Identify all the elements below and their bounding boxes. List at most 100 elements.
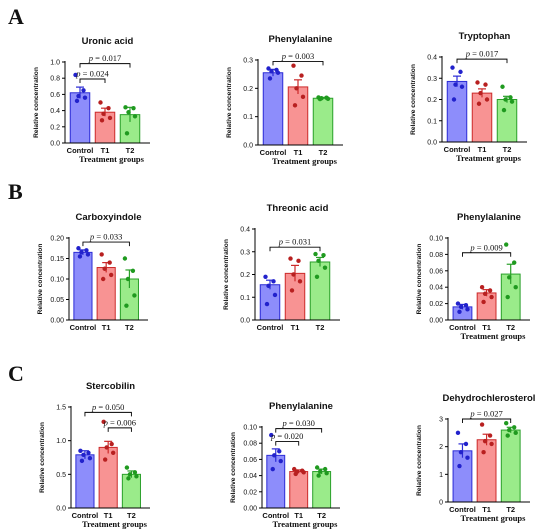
data-point-t2 xyxy=(316,258,321,264)
y-tick-label: 0.02 xyxy=(243,489,257,496)
p-value-label: p = 0.033 xyxy=(89,232,122,242)
p-value-label: p = 0.050 xyxy=(91,402,124,412)
data-point-t1 xyxy=(292,103,298,108)
y-tick-label: 0.10 xyxy=(243,425,257,432)
x-tick-label: T2 xyxy=(506,505,515,514)
p-value: = 0.024 xyxy=(81,69,110,79)
panel-letter-b: B xyxy=(8,179,23,204)
chart-7: Stercobilin Control T1 T2 0.0 0.5 1.0 1.5 Relati… xyxy=(39,381,150,529)
data-point-t1 xyxy=(489,441,494,447)
chart-title: Dehydrochlerosterol xyxy=(443,393,536,404)
data-point-control xyxy=(455,301,461,306)
y-tick-label: 2 xyxy=(439,444,443,451)
data-point-control xyxy=(272,453,277,458)
y-tick-label: 0 xyxy=(439,500,443,507)
bar-t2 xyxy=(312,97,334,146)
y-axis-label: Relative concentration xyxy=(37,244,44,315)
data-point-t2 xyxy=(512,260,517,265)
data-point-control xyxy=(266,283,271,289)
y-tick-label: 0.4 xyxy=(427,55,437,62)
y-tick-label: 0.15 xyxy=(50,256,64,263)
data-point-t1 xyxy=(297,279,303,284)
data-point-t2 xyxy=(122,256,128,261)
significance-bracket xyxy=(82,241,130,247)
data-point-t1 xyxy=(293,471,298,477)
bar-t2 xyxy=(312,471,332,509)
y-tick-label: 0.2 xyxy=(243,86,253,93)
data-point-t2 xyxy=(321,252,326,258)
x-tick-label: T1 xyxy=(482,505,491,514)
data-point-control xyxy=(87,455,93,461)
y-tick-label: 0.10 xyxy=(50,277,64,284)
data-point-t1 xyxy=(109,441,114,447)
significance-bracket xyxy=(84,411,132,417)
data-point-t1 xyxy=(104,445,109,450)
p-value-label: p = 0.017 xyxy=(88,53,121,63)
data-point-control xyxy=(79,250,84,255)
y-axis-label: Relative concentration xyxy=(416,244,423,315)
p-symbol: p xyxy=(469,242,474,252)
bar-control xyxy=(69,92,91,144)
p-value: = 0.017 xyxy=(93,53,121,63)
significance-bracket xyxy=(462,252,512,257)
data-point-t1 xyxy=(482,291,488,296)
chart-6: Phenylalanine Control T1 T2 0.00 0.02 0.04 0.06… xyxy=(416,212,530,341)
x-tick-label: T2 xyxy=(125,323,134,332)
data-point-control xyxy=(457,463,462,469)
y-tick-label: 0.3 xyxy=(427,76,437,83)
y-axis-label: Relative concentration xyxy=(416,425,423,496)
x-tick-label: T1 xyxy=(101,146,110,155)
p-value: = 0.009 xyxy=(475,242,503,252)
p-value-label: p = 0.024 xyxy=(75,69,109,79)
data-point-t1 xyxy=(108,272,114,278)
data-point-t1 xyxy=(483,82,488,87)
x-tick-label: T1 xyxy=(482,323,491,332)
data-point-control xyxy=(82,95,88,100)
data-point-control xyxy=(76,246,81,251)
bar-control xyxy=(73,251,93,321)
x-axis-label: Treatment groups xyxy=(82,519,148,529)
data-point-control xyxy=(84,248,89,253)
significance-bracket xyxy=(456,58,508,64)
significance-bracket xyxy=(275,428,323,433)
bar-control xyxy=(262,72,284,146)
y-axis-label: Relative concentration xyxy=(230,432,237,503)
p-value-label: p = 0.009 xyxy=(469,242,502,252)
p-symbol: p xyxy=(278,237,283,247)
x-tick-label: T1 xyxy=(478,145,487,154)
data-point-t1 xyxy=(107,115,113,121)
data-point-control xyxy=(458,69,463,75)
data-point-t2 xyxy=(509,99,515,104)
charts-layer: Uronic acid Control T1 T2 0.0 0.2 0.4 0.6 0.8 1.0… xyxy=(33,31,535,529)
y-tick-label: 0.0 xyxy=(56,506,66,513)
data-point-t1 xyxy=(489,294,494,300)
x-tick-label: T1 xyxy=(294,511,303,520)
data-point-t1 xyxy=(101,419,106,425)
data-point-t1 xyxy=(99,118,105,123)
p-symbol: p xyxy=(75,69,80,79)
p-symbol: p xyxy=(281,418,286,428)
p-symbol: p xyxy=(88,53,93,63)
chart-8: Phenylalanine Control T1 T2 0.00 0.02 0.04 0.06… xyxy=(230,401,340,529)
x-tick-label: T1 xyxy=(294,148,303,157)
x-tick-label: T2 xyxy=(316,323,325,332)
chart-title: Carboxyindole xyxy=(76,212,142,223)
bar-control xyxy=(266,454,286,509)
y-tick-label: 0.00 xyxy=(243,506,257,513)
data-point-control xyxy=(264,301,270,307)
data-point-t2 xyxy=(504,420,509,426)
p-value: = 0.027 xyxy=(475,409,503,419)
panel-letter-a: A xyxy=(8,4,24,29)
data-point-control xyxy=(459,84,465,89)
x-tick-label: T1 xyxy=(102,323,111,332)
y-tick-label: 0.0 xyxy=(243,143,253,150)
data-point-t2 xyxy=(316,473,321,478)
y-tick-label: 1 xyxy=(439,472,443,479)
data-point-t2 xyxy=(134,474,139,479)
chart-2: Phenylalanine Control T1 T2 0.0 0.1 0.2 0.3 Rela… xyxy=(226,34,343,166)
data-point-control xyxy=(73,72,78,78)
y-axis-label: Relative concentration xyxy=(39,422,46,493)
data-point-control xyxy=(270,466,275,472)
data-point-t2 xyxy=(512,425,517,430)
data-point-t1 xyxy=(110,450,116,455)
